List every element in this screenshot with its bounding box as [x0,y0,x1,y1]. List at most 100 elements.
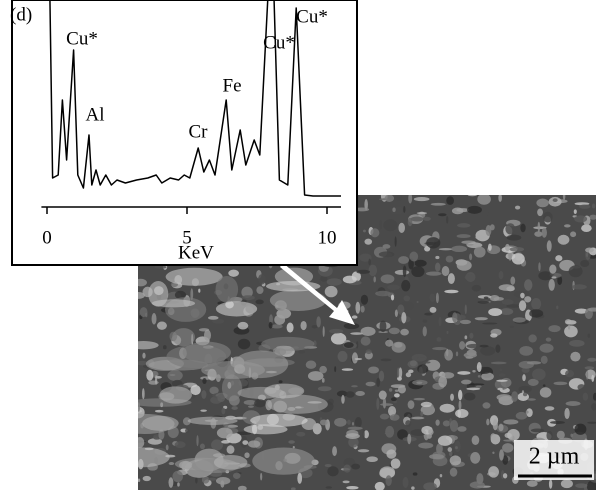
grain [478,375,481,378]
flake [216,301,257,316]
grain [439,248,453,250]
grain [423,326,427,336]
grain [316,316,321,327]
grain [464,335,467,339]
grain [431,203,446,206]
grain [512,253,525,264]
grain [497,394,512,401]
grain [505,244,510,251]
grain [398,223,405,233]
grain [351,464,360,470]
grain [387,284,400,290]
grain [444,290,458,294]
grain [549,279,555,291]
grain [449,451,453,456]
grain [392,208,395,213]
grain [464,393,476,401]
grain [446,331,448,334]
grain [495,344,500,352]
inset-frame [12,0,357,265]
grain [389,328,400,335]
grain [380,359,391,362]
grain [545,406,555,410]
grain [338,351,348,362]
grain [142,353,145,359]
grain [382,244,390,249]
grain [474,247,486,258]
grain [312,325,318,328]
grain [354,358,362,360]
grain [527,398,536,401]
grain [580,260,589,267]
flake [166,345,226,368]
grain [364,239,372,245]
grain [551,276,556,278]
grain [497,388,502,391]
grain [306,360,317,368]
grain [370,228,379,237]
grain [444,349,453,360]
grain [408,218,413,226]
grain [368,366,379,373]
grain [546,431,552,440]
grain [408,400,415,409]
flake [273,347,293,355]
grain [366,349,372,354]
grain [366,382,376,387]
grain [254,399,266,407]
grain [469,253,472,260]
grain [442,266,450,276]
grain [380,414,389,420]
grain [287,322,294,332]
grain [460,320,471,324]
x-tick-label: 5 [182,227,192,248]
grain [418,443,433,449]
grain [465,274,476,281]
grain [486,225,492,236]
grain [385,475,391,486]
grain [519,300,526,311]
flake [216,276,239,303]
grain [411,417,424,420]
grain [475,317,488,320]
grain [540,387,552,397]
grain [146,370,153,381]
grain [414,260,426,267]
grain [466,356,473,359]
grain [436,293,439,304]
flake [142,416,179,431]
grain [346,486,358,490]
grain [201,390,206,399]
grain [195,477,197,484]
grain [227,445,235,454]
grain [157,321,167,329]
grain [505,223,515,234]
grain [537,208,543,216]
grain [143,476,151,481]
grain [572,284,587,289]
grain [395,195,402,201]
grain [190,385,200,395]
flake [128,341,158,349]
grain [455,409,468,418]
grain [332,446,337,456]
grain [356,270,370,274]
grain [477,194,491,205]
grain [405,420,411,427]
grain [366,456,378,462]
grain [538,262,540,271]
grain [411,217,424,222]
grain [457,260,472,271]
grain [385,432,393,434]
grain [592,204,595,209]
grain [244,452,249,458]
grain [430,293,436,302]
grain [358,449,370,452]
grain [542,228,547,238]
grain [390,206,403,215]
grain [457,371,470,375]
grain [177,482,180,486]
scale-bar-label: 2 µm [529,444,580,470]
grain [380,403,393,406]
grain [385,195,395,202]
